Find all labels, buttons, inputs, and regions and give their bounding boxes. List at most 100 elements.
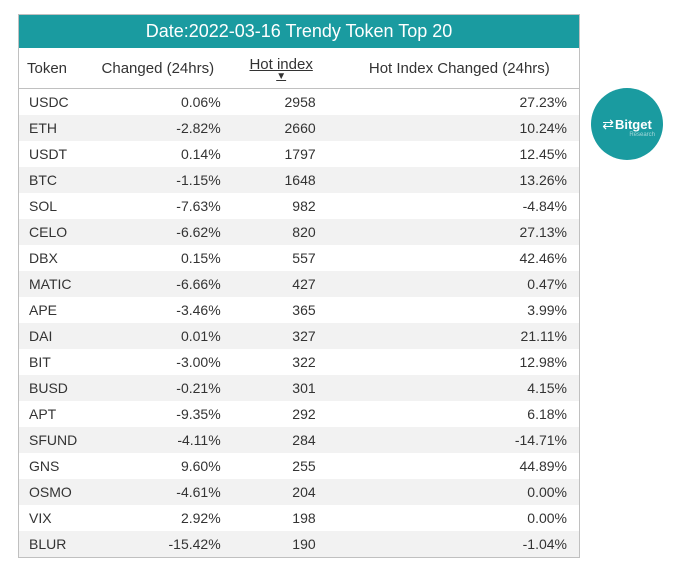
table-row: APT-9.35%2926.18%	[19, 401, 579, 427]
cell-changed: 0.14%	[89, 141, 241, 167]
cell-hotchanged: 3.99%	[346, 297, 579, 323]
cell-hotchanged: 12.45%	[346, 141, 579, 167]
table-row: USDT0.14%179712.45%	[19, 141, 579, 167]
token-table-container: Date:2022-03-16 Trendy Token Top 20 Toke…	[18, 14, 580, 558]
cell-changed: -0.21%	[89, 375, 241, 401]
cell-changed: -4.61%	[89, 479, 241, 505]
cell-changed: -3.00%	[89, 349, 241, 375]
cell-hotindex: 301	[241, 375, 346, 401]
cell-token: VIX	[19, 505, 89, 531]
cell-token: USDC	[19, 89, 89, 116]
cell-changed: -2.82%	[89, 115, 241, 141]
cell-hotchanged: 12.98%	[346, 349, 579, 375]
cell-changed: -6.62%	[89, 219, 241, 245]
badge-brand-label: Bitget	[602, 116, 652, 133]
cell-hotchanged: 0.47%	[346, 271, 579, 297]
col-header-hotchanged[interactable]: Hot Index Changed (24hrs)	[346, 48, 579, 89]
table-row: CELO-6.62%82027.13%	[19, 219, 579, 245]
cell-hotindex: 557	[241, 245, 346, 271]
cell-changed: -7.63%	[89, 193, 241, 219]
token-table: Token Changed (24hrs) Hot index ▼ Hot In…	[19, 48, 579, 557]
cell-token: BTC	[19, 167, 89, 193]
cell-token: BIT	[19, 349, 89, 375]
cell-hotindex: 820	[241, 219, 346, 245]
cell-changed: -6.66%	[89, 271, 241, 297]
cell-token: BUSD	[19, 375, 89, 401]
cell-hotindex: 1648	[241, 167, 346, 193]
cell-hotindex: 1797	[241, 141, 346, 167]
cell-hotindex: 198	[241, 505, 346, 531]
table-row: MATIC-6.66%4270.47%	[19, 271, 579, 297]
cell-hotchanged: 4.15%	[346, 375, 579, 401]
cell-token: SOL	[19, 193, 89, 219]
cell-token: DAI	[19, 323, 89, 349]
table-row: BIT-3.00%32212.98%	[19, 349, 579, 375]
cell-hotchanged: 21.11%	[346, 323, 579, 349]
table-row: ETH-2.82%266010.24%	[19, 115, 579, 141]
cell-hotchanged: 27.13%	[346, 219, 579, 245]
cell-hotindex: 190	[241, 531, 346, 557]
cell-token: USDT	[19, 141, 89, 167]
cell-hotindex: 982	[241, 193, 346, 219]
cell-hotindex: 327	[241, 323, 346, 349]
cell-hotindex: 292	[241, 401, 346, 427]
bitget-research-badge: Bitget Research	[591, 88, 663, 160]
cell-hotindex: 204	[241, 479, 346, 505]
table-row: BTC-1.15%164813.26%	[19, 167, 579, 193]
cell-hotchanged: 27.23%	[346, 89, 579, 116]
cell-token: ETH	[19, 115, 89, 141]
cell-changed: 2.92%	[89, 505, 241, 531]
cell-token: MATIC	[19, 271, 89, 297]
cell-hotchanged: -14.71%	[346, 427, 579, 453]
table-row: VIX2.92%1980.00%	[19, 505, 579, 531]
cell-token: BLUR	[19, 531, 89, 557]
table-row: USDC0.06%295827.23%	[19, 89, 579, 116]
cell-hotchanged: 0.00%	[346, 505, 579, 531]
cell-token: GNS	[19, 453, 89, 479]
cell-token: APT	[19, 401, 89, 427]
cell-hotindex: 255	[241, 453, 346, 479]
col-header-changed[interactable]: Changed (24hrs)	[89, 48, 241, 89]
cell-hotchanged: -1.04%	[346, 531, 579, 557]
cell-token: DBX	[19, 245, 89, 271]
table-row: SFUND-4.11%284-14.71%	[19, 427, 579, 453]
cell-hotindex: 2660	[241, 115, 346, 141]
cell-token: APE	[19, 297, 89, 323]
col-header-token[interactable]: Token	[19, 48, 89, 89]
cell-hotindex: 322	[241, 349, 346, 375]
cell-changed: -15.42%	[89, 531, 241, 557]
cell-changed: -4.11%	[89, 427, 241, 453]
table-row: OSMO-4.61%2040.00%	[19, 479, 579, 505]
col-header-hotindex[interactable]: Hot index ▼	[241, 48, 346, 89]
table-row: DAI0.01%32721.11%	[19, 323, 579, 349]
cell-hotchanged: -4.84%	[346, 193, 579, 219]
table-row: DBX0.15%55742.46%	[19, 245, 579, 271]
cell-token: SFUND	[19, 427, 89, 453]
cell-hotchanged: 0.00%	[346, 479, 579, 505]
cell-changed: 0.01%	[89, 323, 241, 349]
cell-changed: -1.15%	[89, 167, 241, 193]
cell-changed: 0.06%	[89, 89, 241, 116]
table-row: BUSD-0.21%3014.15%	[19, 375, 579, 401]
cell-hotindex: 284	[241, 427, 346, 453]
table-row: BLUR-15.42%190-1.04%	[19, 531, 579, 557]
cell-hotchanged: 10.24%	[346, 115, 579, 141]
badge-sub-label: Research	[629, 132, 655, 138]
sort-descending-icon: ▼	[247, 74, 316, 80]
page-title: Date:2022-03-16 Trendy Token Top 20	[19, 15, 579, 48]
cell-token: CELO	[19, 219, 89, 245]
table-row: APE-3.46%3653.99%	[19, 297, 579, 323]
table-row: SOL-7.63%982-4.84%	[19, 193, 579, 219]
cell-hotchanged: 6.18%	[346, 401, 579, 427]
table-header-row: Token Changed (24hrs) Hot index ▼ Hot In…	[19, 48, 579, 89]
cell-changed: -3.46%	[89, 297, 241, 323]
cell-hotindex: 2958	[241, 89, 346, 116]
table-row: GNS9.60%25544.89%	[19, 453, 579, 479]
cell-token: OSMO	[19, 479, 89, 505]
cell-changed: 9.60%	[89, 453, 241, 479]
cell-hotindex: 365	[241, 297, 346, 323]
cell-hotchanged: 42.46%	[346, 245, 579, 271]
cell-changed: 0.15%	[89, 245, 241, 271]
cell-hotchanged: 13.26%	[346, 167, 579, 193]
cell-hotchanged: 44.89%	[346, 453, 579, 479]
